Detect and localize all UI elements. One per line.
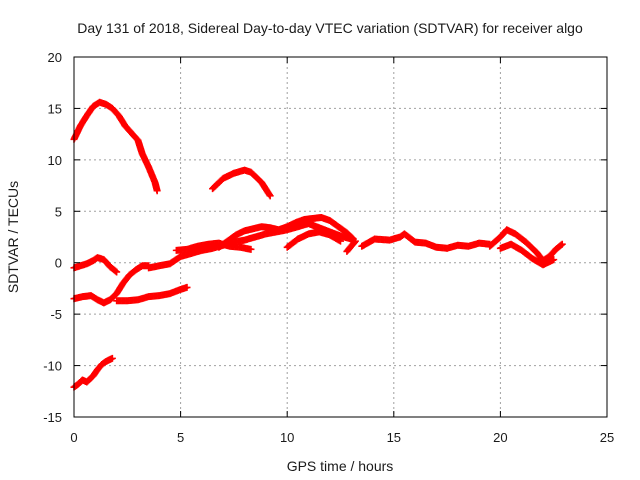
plot-area-frame: [73, 56, 608, 418]
series-arc-1: [70, 98, 161, 195]
series-arc-9: [215, 213, 357, 251]
y-tick-label: -15: [43, 410, 62, 425]
series-arc-11: [343, 237, 359, 255]
gridlines: [74, 57, 607, 417]
y-tick-label: 0: [55, 256, 62, 271]
x-tick-label: 5: [177, 430, 184, 445]
data-point: [113, 268, 121, 276]
series-arc-2: [209, 166, 274, 200]
x-axis-label: GPS time / hours: [287, 458, 394, 474]
y-tick-label: 10: [48, 153, 62, 168]
x-tick-label: 10: [280, 430, 294, 445]
data-point: [557, 241, 565, 249]
chart-title: Day 131 of 2018, Sidereal Day-to-day VTE…: [77, 20, 583, 36]
x-tick-label: 25: [600, 430, 614, 445]
data-point: [550, 256, 558, 264]
x-axis-ticks: 0 5 10 15 20 25: [70, 57, 614, 445]
y-tick-label: 15: [48, 101, 62, 116]
series-arc-6: [70, 354, 116, 391]
data-point: [112, 267, 120, 275]
x-tick-label: 15: [387, 430, 401, 445]
y-tick-label: -10: [43, 359, 62, 374]
y-tick-label: 20: [48, 50, 62, 65]
y-tick-label: 5: [55, 204, 62, 219]
data-point: [351, 237, 359, 245]
series-arc-12: [358, 230, 494, 252]
series-arc-10: [283, 228, 344, 251]
x-tick-label: 20: [493, 430, 507, 445]
series-arc-4: [70, 262, 153, 307]
data-series: [70, 98, 566, 391]
series-arc-3: [70, 254, 121, 276]
x-tick-label: 0: [70, 430, 77, 445]
y-axis-label: SDTVAR / TECUs: [5, 181, 21, 293]
series-arc-5: [113, 283, 191, 305]
series-arc-13: [486, 226, 566, 265]
series-arc-14: [496, 240, 558, 269]
data-point: [337, 237, 344, 245]
data-point: [351, 238, 359, 246]
series-arc-8: [172, 239, 255, 254]
data-point: [266, 192, 274, 200]
data-point: [558, 240, 566, 248]
y-axis-ticks: -15 -10 -5 0 5 10 15 20: [43, 50, 607, 425]
data-point: [153, 187, 161, 195]
data-point: [108, 354, 116, 362]
data-point: [183, 283, 191, 291]
data-point: [247, 245, 255, 253]
y-tick-label: -5: [50, 307, 62, 322]
